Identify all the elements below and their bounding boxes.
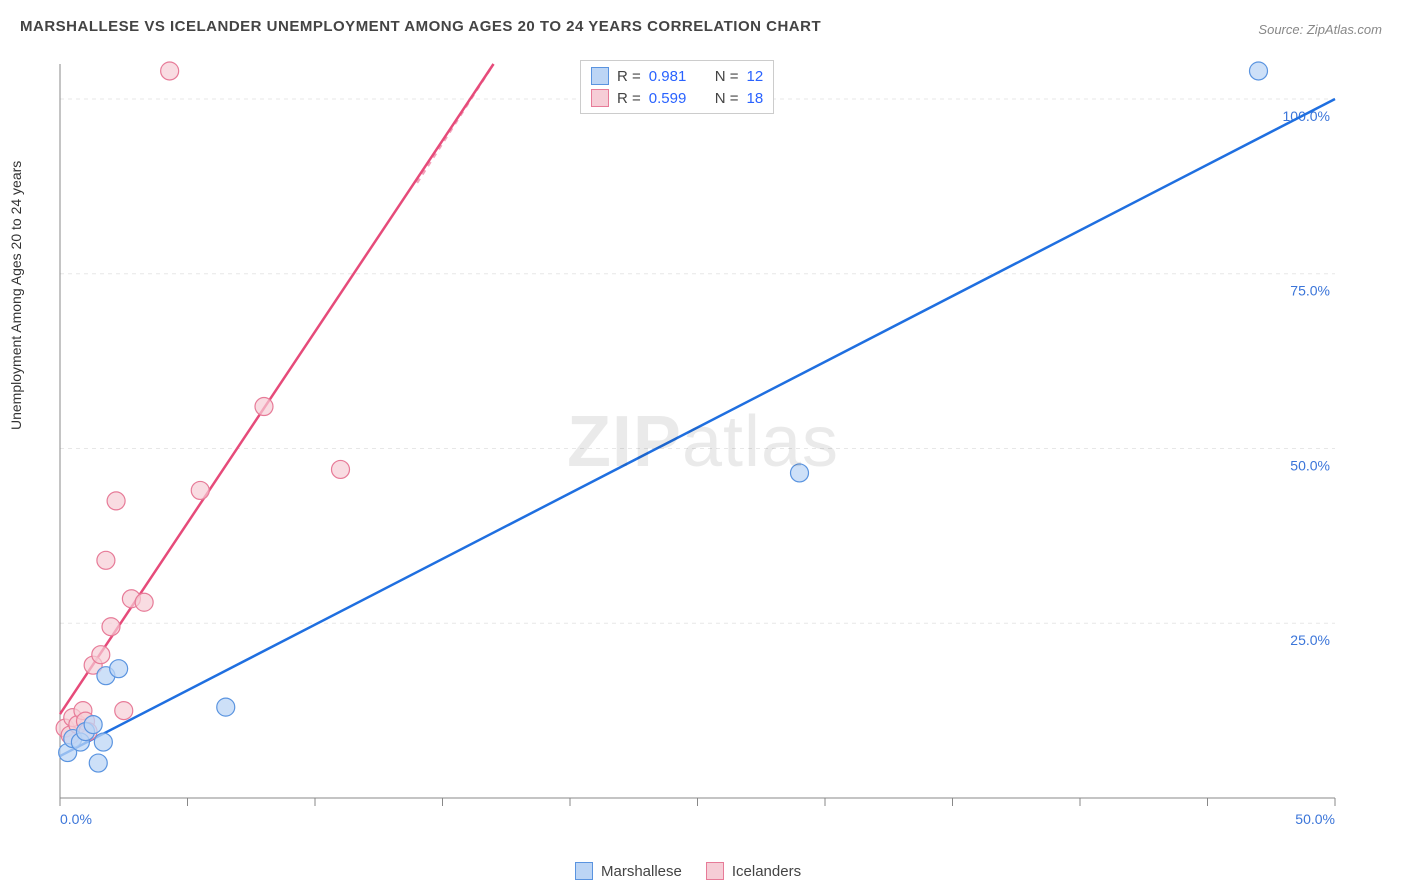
n-label: N =	[715, 68, 739, 85]
data-point	[332, 460, 350, 478]
legend-label: Marshallese	[601, 863, 682, 880]
source-label: Source:	[1258, 22, 1303, 37]
r-value: 0.981	[649, 68, 699, 85]
y-axis-label: Unemployment Among Ages 20 to 24 years	[8, 161, 24, 430]
n-value: 18	[747, 90, 764, 107]
data-point	[1250, 62, 1268, 80]
stats-legend-row: R = 0.599 N = 18	[591, 87, 763, 109]
data-point	[89, 754, 107, 772]
trend-line	[60, 64, 494, 714]
x-tick-label: 50.0%	[1295, 811, 1335, 827]
source-attribution: Source: ZipAtlas.com	[1258, 22, 1382, 37]
plot-area: 25.0%50.0%75.0%100.0%0.0%50.0%	[50, 58, 1375, 838]
legend-item: Marshallese	[575, 862, 682, 880]
series-legend: Marshallese Icelanders	[575, 862, 801, 880]
stats-legend: R = 0.981 N = 12 R = 0.599 N = 18	[580, 60, 774, 114]
data-point	[255, 398, 273, 416]
data-point	[110, 660, 128, 678]
data-point	[92, 646, 110, 664]
data-point	[107, 492, 125, 510]
r-label: R =	[617, 90, 641, 107]
chart-title: MARSHALLESE VS ICELANDER UNEMPLOYMENT AM…	[20, 18, 821, 35]
data-point	[161, 62, 179, 80]
legend-item: Icelanders	[706, 862, 801, 880]
stats-legend-row: R = 0.981 N = 12	[591, 65, 763, 87]
legend-swatch	[591, 67, 609, 85]
r-value: 0.599	[649, 90, 699, 107]
data-point	[97, 551, 115, 569]
data-point	[135, 593, 153, 611]
legend-swatch	[591, 89, 609, 107]
r-label: R =	[617, 68, 641, 85]
data-point	[102, 618, 120, 636]
y-grid-label: 25.0%	[1290, 632, 1330, 648]
data-point	[191, 481, 209, 499]
legend-swatch	[575, 862, 593, 880]
source-value: ZipAtlas.com	[1307, 22, 1382, 37]
data-point	[791, 464, 809, 482]
legend-label: Icelanders	[732, 863, 801, 880]
data-point	[217, 698, 235, 716]
data-point	[94, 733, 112, 751]
data-point	[115, 702, 133, 720]
y-grid-label: 75.0%	[1290, 283, 1330, 299]
x-tick-label: 0.0%	[60, 811, 92, 827]
n-label: N =	[715, 90, 739, 107]
y-grid-label: 50.0%	[1290, 457, 1330, 473]
data-point	[84, 716, 102, 734]
correlation-scatter-chart: 25.0%50.0%75.0%100.0%0.0%50.0%	[50, 58, 1375, 838]
n-value: 12	[747, 68, 764, 85]
legend-swatch	[706, 862, 724, 880]
